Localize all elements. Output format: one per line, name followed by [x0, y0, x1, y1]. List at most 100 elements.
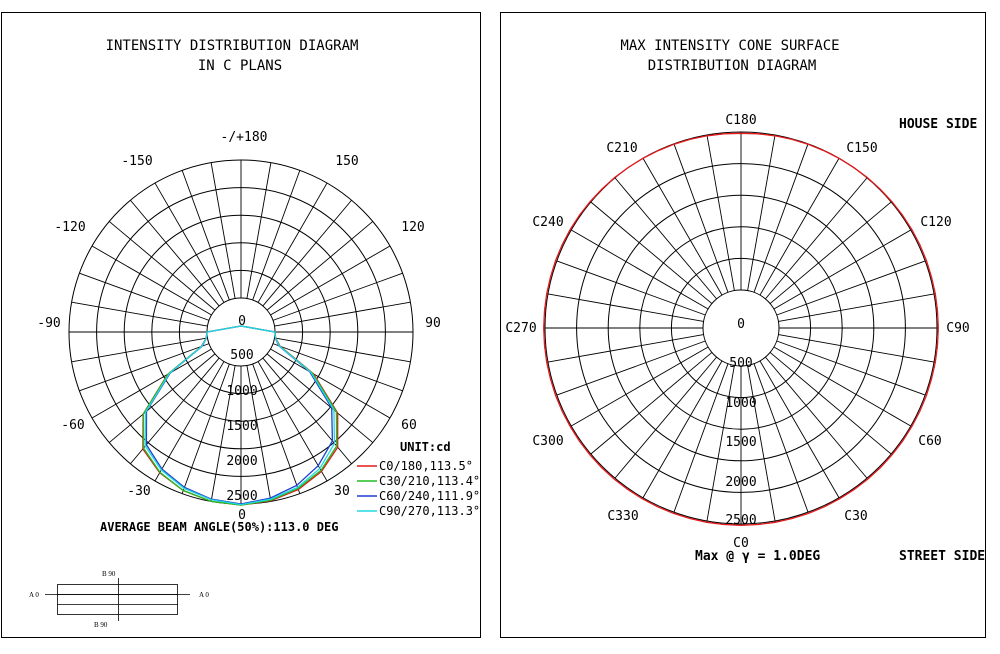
- angle-label: 90: [425, 316, 441, 331]
- grid-spoke: [154, 361, 225, 482]
- right-title-line2: DISTRIBUTION DIAGRAM: [648, 58, 817, 74]
- inset-label-top: B 90: [102, 570, 116, 578]
- grid-spoke: [769, 201, 892, 304]
- left-panel-frame: [1, 12, 481, 638]
- street-side-label: STREET SIDE: [899, 549, 985, 564]
- legend-item-c0: C0/180,113.5°: [357, 459, 473, 473]
- grid-spoke: [590, 201, 713, 304]
- grid-spoke: [274, 337, 411, 363]
- beam-angle-text: AVERAGE BEAM ANGLE(50%):113.0 DEG: [100, 520, 338, 534]
- legend-label-c60: C60/240,111.9°: [379, 489, 480, 503]
- grid-spoke: [252, 363, 301, 494]
- grid-spoke: [270, 348, 391, 419]
- ring-label: 0: [737, 317, 745, 332]
- angle-label: C270: [505, 321, 536, 336]
- grid-spoke: [257, 361, 328, 482]
- grid-spoke: [642, 158, 723, 296]
- angle-label: 0: [238, 508, 246, 523]
- angle-label: 120: [401, 220, 424, 235]
- orientation-inset: B 90 B 90 A 0 A 0: [29, 570, 209, 629]
- inset-label-right: A 0: [199, 591, 209, 599]
- grid-spoke: [108, 353, 216, 443]
- left-title-line2: IN C PLANS: [198, 58, 282, 74]
- grid-spoke: [776, 260, 926, 316]
- left-polar-labels: -/+180 150 120 90 60 30 0 -30 -60 -90 -120 -150 0 500…: [37, 130, 441, 523]
- grid-spoke: [181, 363, 230, 494]
- inset-box: [57, 584, 178, 615]
- grid-spoke: [571, 229, 709, 310]
- grid-spoke: [154, 182, 225, 303]
- ring-label: 500: [230, 348, 253, 363]
- grid-spoke: [747, 365, 776, 522]
- grid-spoke: [79, 343, 210, 392]
- angle-label: C120: [920, 215, 951, 230]
- ring-label: 1000: [725, 396, 756, 411]
- angle-label: -60: [61, 418, 84, 433]
- grid-spoke: [769, 352, 892, 455]
- grid-spoke: [262, 357, 352, 465]
- right-polar-curves: [543, 132, 939, 526]
- left-polar-curves: [142, 325, 339, 506]
- angle-label: C180: [725, 113, 756, 128]
- ring-label: 1000: [226, 384, 257, 399]
- grid-spoke: [571, 346, 709, 427]
- grid-spoke: [747, 134, 776, 291]
- ring-label: 2000: [725, 475, 756, 490]
- grid-spoke: [556, 340, 706, 396]
- grid-spoke: [246, 162, 272, 299]
- legend-item-c60: C60/240,111.9°: [357, 489, 480, 503]
- grid-spoke: [753, 363, 809, 513]
- unit-label: UNIT:cd: [400, 440, 451, 454]
- angle-label: -90: [37, 316, 60, 331]
- angle-label: -120: [54, 220, 85, 235]
- grid-spoke: [108, 221, 216, 311]
- grid-spoke: [246, 365, 272, 502]
- right-polar-grid: [544, 131, 938, 525]
- angle-label: 150: [335, 154, 358, 169]
- legend-item-c30: C30/210,113.4°: [357, 474, 480, 488]
- grid-spoke: [673, 143, 729, 293]
- max-intensity-text: Max @ γ = 1.0DEG: [695, 549, 820, 564]
- angle-label: -/+180: [221, 130, 268, 145]
- grid-spoke: [91, 348, 212, 419]
- grid-spoke: [614, 356, 717, 479]
- ring-label: 2000: [226, 454, 257, 469]
- ring-label: 2500: [725, 513, 756, 528]
- ring-label: 2500: [226, 489, 257, 504]
- grid-spoke: [181, 170, 230, 301]
- right-polar-labels: C180 C150 C120 C90 C60 C30 C0 C330 C300 C270 C240 C…: [505, 113, 969, 551]
- grid-spoke: [759, 158, 840, 296]
- right-panel-frame: [500, 12, 986, 638]
- grid-spoke: [71, 301, 208, 327]
- cone-curve: [543, 132, 939, 526]
- grid-spoke: [262, 199, 352, 307]
- angle-label: C90: [946, 321, 969, 336]
- angle-label: C60: [918, 434, 941, 449]
- grid-spoke: [272, 272, 403, 321]
- inset-label-left: A 0: [29, 591, 39, 599]
- grid-spoke: [79, 272, 210, 321]
- angle-label: C150: [846, 141, 877, 156]
- grid-spoke: [765, 177, 868, 300]
- legend: C0/180,113.5° C30/210,113.4° C60/240,111…: [357, 459, 480, 518]
- legend-label-c90: C90/270,113.3°: [379, 504, 480, 518]
- grid-spoke: [614, 177, 717, 300]
- grid-spoke: [776, 340, 926, 396]
- series-curve-3: [144, 325, 336, 506]
- angle-label: -30: [127, 484, 150, 499]
- legend-item-c90: C90/270,113.3°: [357, 504, 480, 518]
- grid-spoke: [778, 293, 935, 322]
- angle-label: 30: [334, 484, 350, 499]
- grid-spoke: [71, 337, 208, 363]
- angle-label: C30: [844, 509, 867, 524]
- grid-spoke: [266, 353, 374, 443]
- ring-label: 0: [238, 314, 246, 329]
- inset-label-bottom: B 90: [94, 621, 108, 629]
- grid-spoke: [270, 245, 391, 316]
- grid-spoke: [773, 229, 911, 310]
- angle-label: C300: [532, 434, 563, 449]
- legend-label-c30: C30/210,113.4°: [379, 474, 480, 488]
- legend-label-c0: C0/180,113.5°: [379, 459, 473, 473]
- angle-label: C0: [733, 536, 749, 551]
